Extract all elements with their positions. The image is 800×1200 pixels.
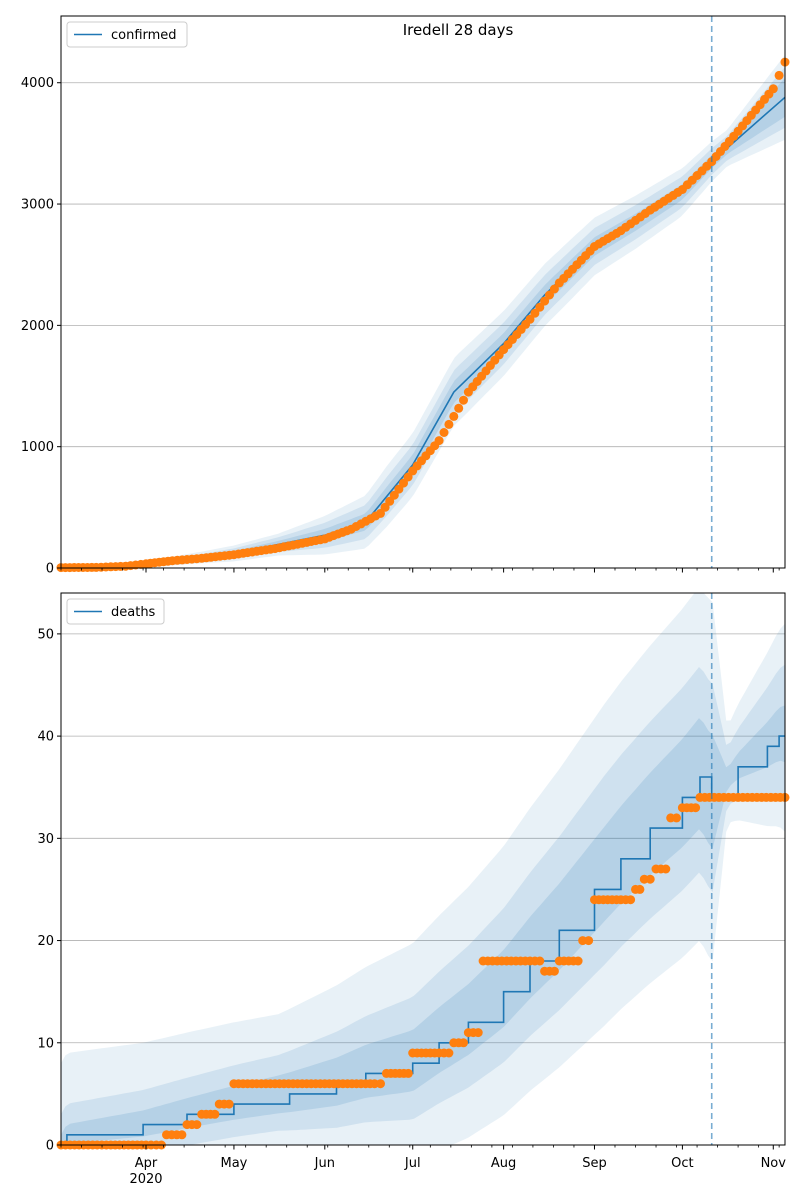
uncertainty-band	[61, 593, 785, 1145]
observed-point	[444, 1048, 454, 1058]
y-tick-label: 20	[37, 934, 54, 949]
observed-point	[473, 1028, 483, 1038]
x-tick-label: Jun	[314, 1156, 335, 1171]
observed-point	[672, 813, 681, 823]
x-tick-label: Oct	[671, 1156, 693, 1171]
observed-point	[399, 478, 408, 488]
observed-point	[691, 803, 701, 813]
x-tick-label: Aug	[491, 1156, 516, 1171]
observed-point	[525, 314, 535, 324]
y-tick-label: 10	[37, 1036, 54, 1051]
observed-point	[210, 1109, 220, 1119]
x-tick-sublabel: 2020	[129, 1172, 162, 1187]
plot-frame	[60, 592, 786, 1146]
confirmed-panel: 0 1000 2000 3000 4000 Iredell 28 days confirme…	[21, 15, 790, 577]
x-tick-label: Nov	[761, 1156, 787, 1171]
observed-point	[403, 1068, 413, 1078]
observed-point	[224, 1099, 234, 1109]
observed-point	[389, 490, 399, 500]
uncertainty-band	[61, 77, 785, 568]
y-tick-label: 1000	[21, 440, 54, 455]
y-tick-label: 40	[37, 730, 54, 745]
y-tick-label: 0	[46, 562, 54, 577]
observed-point	[434, 436, 444, 446]
observed-point	[545, 290, 554, 300]
y-tick-label: 4000	[21, 76, 54, 91]
legend-label: deaths	[111, 605, 156, 620]
model-line	[60, 96, 786, 569]
observed-point	[444, 419, 454, 429]
observed-point	[768, 84, 778, 94]
observed-point	[459, 1038, 468, 1048]
y-tick-label: 30	[37, 832, 54, 847]
observed-point	[661, 864, 671, 874]
x-tick-label: May	[220, 1156, 247, 1171]
observed-point	[584, 936, 594, 946]
legend-box	[66, 598, 165, 625]
observed-point	[626, 895, 636, 905]
observed-point	[449, 411, 459, 421]
observed-point	[530, 308, 540, 318]
x-tick-label: Jul	[404, 1156, 421, 1171]
observed-point	[403, 472, 413, 482]
observed-point	[535, 302, 545, 312]
observed-point	[385, 496, 395, 506]
observed-point	[192, 1120, 202, 1130]
y-tick-label: 0	[46, 1139, 54, 1154]
y-tick-label: 50	[37, 627, 54, 642]
observed-point	[439, 428, 449, 437]
legend-box	[66, 21, 188, 48]
observed-point	[459, 395, 468, 405]
observed-point	[549, 966, 559, 976]
chart-title: Iredell 28 days	[403, 21, 514, 39]
uncertainty-band	[61, 664, 785, 1145]
uncertainty-band	[61, 67, 785, 568]
x-tick-label: Sep	[582, 1156, 607, 1171]
y-tick-label: 3000	[21, 198, 54, 213]
observed-point	[454, 403, 464, 413]
legend-label: confirmed	[111, 28, 177, 43]
observed-point	[635, 884, 645, 894]
observed-point	[535, 956, 545, 966]
observed-point	[376, 1079, 385, 1089]
observed-point	[177, 1130, 187, 1140]
x-tick-label: Apr	[135, 1156, 158, 1171]
observed-point	[774, 70, 784, 80]
observed-point	[549, 284, 559, 294]
observed-point	[645, 874, 655, 884]
observed-point	[540, 296, 550, 306]
y-tick-label: 2000	[21, 319, 54, 334]
observed-point	[573, 956, 583, 966]
uncertainty-band	[61, 54, 785, 568]
observed-point	[376, 508, 385, 518]
plot-frame	[60, 15, 786, 569]
